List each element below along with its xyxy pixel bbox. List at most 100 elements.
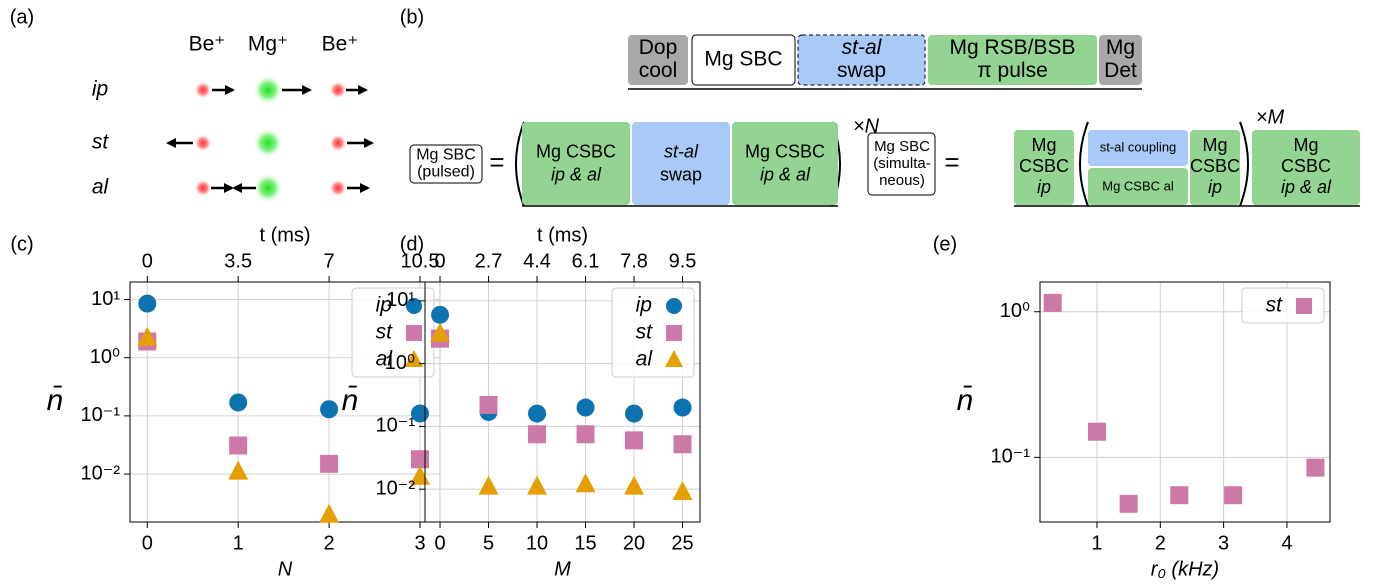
label: cool [639,59,678,82]
label: 2 [1155,532,1166,554]
label: ip [92,78,108,101]
label: 10⁰ [90,346,120,368]
label: st-al [842,36,883,59]
label: 9.5 [669,250,697,272]
label: 2.7 [475,250,503,272]
label: 6.1 [572,250,600,272]
label: Mg CSBC [536,141,616,161]
point [320,455,338,473]
point [319,504,339,523]
label: 0 [142,250,153,272]
label: Mg SBC [704,48,782,71]
point [1120,495,1138,513]
label: 10⁰ [1000,300,1030,322]
label: 4.4 [523,250,551,272]
point [673,481,693,500]
point [229,393,247,411]
label: Mg CSBC [745,141,825,161]
figure: (a)Be⁺Mg⁺Be⁺ipstal(b)DopcoolMg SBCst-als… [0,0,1390,585]
point [1088,423,1106,441]
label: 10⁻¹ [376,415,416,437]
point [1306,459,1324,477]
label: (c) [10,233,33,255]
point [1170,486,1188,504]
label: 5 [483,532,494,554]
label: st [376,321,394,344]
point [625,405,643,423]
label: Mg⁺ [248,33,288,56]
point [527,476,547,495]
ion-be [329,81,347,99]
label: 10⁻² [376,477,416,499]
label: al [636,348,654,371]
ion-mg [253,173,283,203]
label: n̄ [342,384,359,417]
label: CSBC [1281,156,1331,176]
point [228,461,248,480]
label: st [1266,294,1284,317]
label: r₀ (kHz) [1151,558,1219,580]
label: swap [837,59,886,82]
label: Mg SBC [874,138,930,155]
label: 4 [1281,532,1292,554]
label: Be⁺ [189,33,226,56]
point [1224,486,1242,504]
label: st [92,131,110,154]
label: ip & al [1281,177,1332,197]
legend-marker [666,298,682,314]
label: = [489,147,504,177]
point [528,425,546,443]
label: 25 [671,532,693,554]
label: t (ms) [537,224,588,246]
point [1044,294,1062,312]
label: 3 [1218,532,1229,554]
label: 7.8 [620,250,648,272]
label: 0 [434,250,445,272]
label: 15 [574,532,596,554]
label: π pulse [977,59,1048,82]
label: 10¹ [386,289,415,311]
ion-be [329,179,347,197]
label: 2 [324,532,335,554]
label: n̄ [957,384,974,417]
label: Mg [1293,135,1318,155]
ion-mg [253,75,283,105]
label: ip [1037,177,1051,197]
label: (e) [933,233,957,255]
paren [1080,122,1088,206]
label: ip [1208,177,1222,197]
label: Det [1104,59,1137,82]
legend-marker [666,325,682,341]
label: 20 [623,532,645,554]
ion-mg [253,128,283,158]
label: 10 [526,532,548,554]
paren [1240,122,1248,206]
point [138,295,156,313]
label: (simulta- [873,155,931,172]
point [625,431,643,449]
label: = [944,147,959,177]
point [577,425,595,443]
label: N [278,558,293,580]
label: Mg CSBC al [1102,178,1174,193]
point [674,399,692,417]
label: (pulsed) [417,164,475,181]
label: Mg SBC [416,147,476,164]
legend-marker [406,325,422,341]
label: st [636,321,654,344]
label: 10⁻² [81,462,121,484]
label: ip & al [760,164,811,184]
label: 10⁻¹ [991,446,1031,468]
label: 10⁻¹ [81,404,121,426]
point [624,476,644,495]
point [480,396,498,414]
label: 1 [233,532,244,554]
label: 10¹ [91,288,120,310]
label: st-al coupling [1100,139,1177,154]
point [411,450,429,468]
ion-be [194,134,212,152]
label: CSBC [1190,156,1240,176]
label: ×M [1256,106,1285,128]
label: 7 [324,250,335,272]
label: 0 [434,532,445,554]
